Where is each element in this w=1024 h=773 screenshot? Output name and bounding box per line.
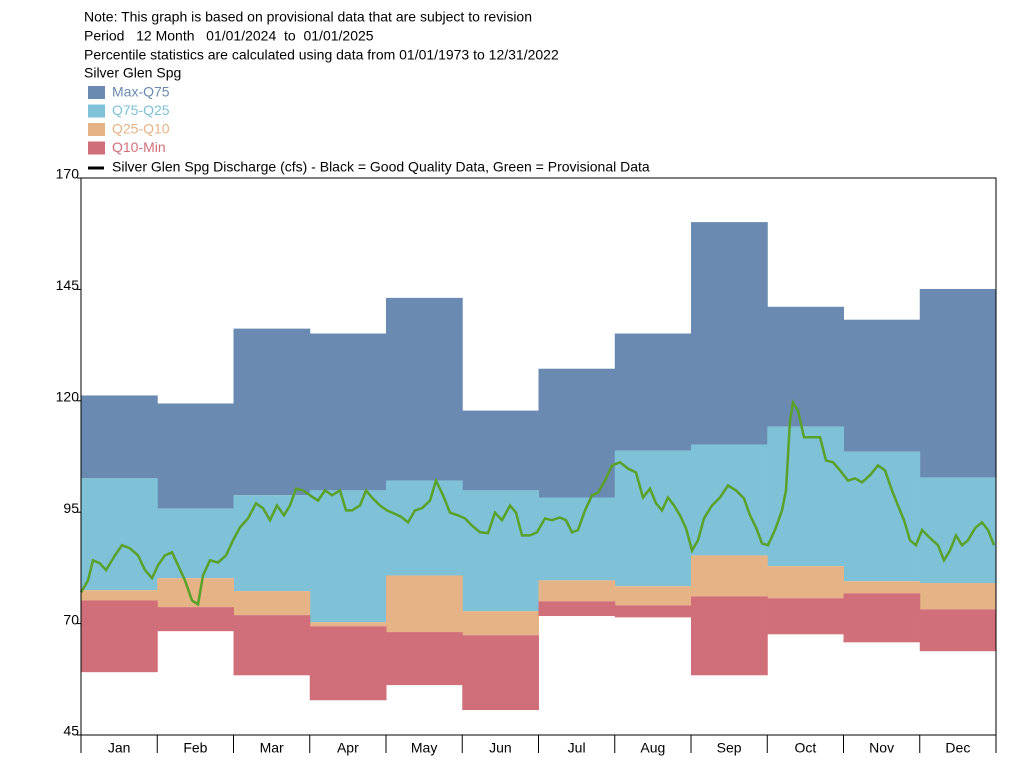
percentile-band [309, 626, 387, 701]
percentile-band [309, 490, 387, 623]
percentile-band [614, 586, 692, 606]
percentile-band [386, 480, 463, 576]
percentile-band [767, 566, 844, 599]
x-tick-label: Sep [717, 740, 742, 756]
percentile-band [538, 497, 616, 581]
percentile-band [462, 410, 539, 491]
percentile-band [843, 319, 921, 452]
percentile-band [81, 590, 158, 601]
percentile-band [233, 328, 311, 496]
discharge-line [79, 399, 996, 607]
period: Period 12 Month 01/01/2024 to 01/01/2025 [84, 28, 374, 44]
percentile-band [157, 403, 234, 509]
y-tick-label: 145 [56, 277, 80, 293]
percentile-band [309, 333, 387, 491]
x-tick-label: Dec [945, 740, 970, 756]
percentile-band [233, 591, 311, 616]
x-tick-label: Jul [568, 740, 586, 756]
percentile-band [386, 575, 463, 633]
percentile-band [614, 333, 692, 451]
x-tick-label: Jun [489, 740, 512, 756]
percentile-band [81, 395, 158, 479]
percentile-band [462, 635, 539, 711]
x-tick-label: Jan [108, 740, 131, 756]
x-tick-label: Apr [337, 740, 359, 756]
legend-label: Q25-Q10 [112, 121, 170, 137]
legend-swatch [88, 86, 105, 99]
percentile-band [614, 450, 692, 587]
y-tick-label: 95 [63, 500, 79, 516]
percentile-band [81, 600, 158, 673]
percentile-band [309, 622, 387, 627]
percentile-band [462, 611, 539, 636]
legend-swatch [88, 123, 105, 136]
percentile-band [843, 593, 921, 643]
percentile-band [691, 222, 768, 445]
percentile-band [157, 607, 234, 632]
percentile-band [157, 508, 234, 579]
percentile-band [538, 580, 616, 602]
percentile-band [767, 598, 844, 635]
y-tick-label: 120 [56, 389, 80, 405]
y-tick-label: 70 [63, 611, 79, 627]
x-tick-label: Feb [183, 740, 207, 756]
legend-label: Q75-Q25 [112, 102, 170, 118]
y-tick-label: 45 [63, 723, 79, 739]
y-tick-label: 170 [56, 166, 80, 182]
percentile-band [919, 583, 997, 610]
x-tick-label: Nov [869, 740, 894, 756]
percentile-band [233, 615, 311, 676]
note: Note: This graph is based on provisional… [84, 9, 532, 25]
x-tick-label: Aug [640, 740, 665, 756]
x-tick-label: Mar [260, 740, 284, 756]
percentile-band [614, 605, 692, 618]
percentile-band [919, 288, 997, 478]
site-name: Silver Glen Spg [84, 65, 181, 81]
percentile-band [386, 632, 463, 686]
percentile-band [233, 495, 311, 592]
percentile-band [767, 426, 844, 567]
percentile-band [691, 596, 768, 676]
legend-label: Silver Glen Spg Discharge (cfs) - Black … [112, 159, 650, 175]
legend-label: Max-Q75 [112, 84, 170, 100]
percentile-band [767, 306, 844, 427]
percentile-band [386, 297, 463, 481]
x-tick-label: Oct [794, 740, 816, 756]
legend-swatch [88, 104, 105, 118]
percentile-band [843, 451, 921, 582]
percentile-band [691, 444, 768, 556]
percentile-band [843, 581, 921, 594]
percentile-note: Percentile statistics are calculated usi… [84, 47, 559, 63]
legend-label: Q10-Min [112, 139, 166, 155]
x-tick-label: May [411, 740, 437, 756]
percentile-band [919, 477, 997, 584]
percentile-band [462, 490, 539, 612]
percentile-band [538, 368, 616, 498]
percentile-band [691, 555, 768, 597]
percentile-band [538, 601, 616, 617]
percentile-band [919, 609, 997, 652]
legend-swatch [88, 141, 105, 155]
